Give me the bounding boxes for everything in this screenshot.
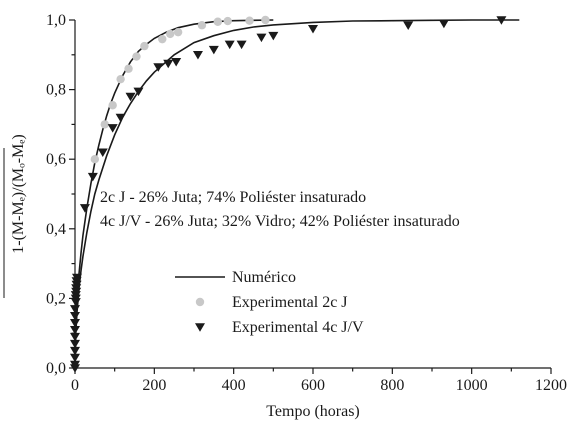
y-tick-label: 0,8 [46,82,66,99]
point-4cjv [70,319,80,328]
x-axis-title: Tempo (horas) [266,403,360,420]
x-tick-label: 800 [380,377,404,394]
point-4cjv [70,360,80,370]
point-4cjv [236,40,247,50]
series-line-numerico-2 [74,19,520,369]
point-4cjv [133,87,144,97]
point-2cj [116,74,125,84]
point-4cjv [403,21,414,30]
point-2cj [140,41,149,51]
x-tick-label: 400 [222,377,246,394]
point-4cjv [70,339,80,349]
annotation-2: 4c J/V - 26% Juta; 32% Vidro; 42% Poliés… [100,213,460,230]
point-4cjv [87,172,98,182]
x-tick-label: 0 [71,377,79,394]
point-2cj [197,21,207,30]
legend: Numérico Experimental 2c J Experimental 4c… [175,269,364,336]
point-2cj [108,101,117,110]
point-4cjv [97,148,108,157]
legend-label: Experimental 4c J/V [232,319,364,336]
point-4cjv [268,31,279,41]
point-4cjv [256,33,267,43]
point-2cj [245,16,254,25]
point-4cjv [192,51,203,60]
plot-area [70,15,520,373]
y-tick-label: 0,2 [46,290,66,307]
y-tick-label: 0,4 [46,221,66,238]
point-2cj [132,52,141,61]
point-4cjv [70,353,80,363]
legend-swatch-4cjv [195,323,205,332]
point-2cj [261,15,270,25]
point-4cjv [208,45,219,55]
axes: 0 200 400 600 800 1000 1200 0,0 0,2 0,4 0,6 0,8 1,0 T… [3,12,567,420]
point-4cjv [70,346,80,356]
y-tick-label: 1,0 [46,12,66,29]
point-4cjv [70,325,80,335]
annotation-1: 2c J - 26% Juta; 74% Poliéster insaturad… [100,189,366,206]
point-2cj [90,155,100,164]
point-4cjv [79,204,90,213]
point-2cj [158,34,167,44]
point-4cjv [438,19,449,29]
x-tick-label: 600 [301,377,325,394]
point-4cjv [107,124,118,133]
y-tick-label: 0,6 [46,151,66,168]
point-4cjv [70,305,80,314]
y-tick-label: 0,0 [46,360,66,377]
point-4cjv [125,92,136,102]
point-4cjv [71,273,82,283]
annotations: 2c J - 26% Juta; 74% Poliéster insaturad… [100,189,460,230]
point-4cjv [308,24,318,34]
point-2cj [124,64,133,73]
point-2cj [213,17,222,26]
point-4cjv [70,332,80,342]
point-4cjv [224,40,235,50]
y-axis-title: 1-(M-Mₑ)/(Mₒ-Mₑ) [10,134,27,253]
point-4cjv [70,312,80,321]
x-tick-label: 200 [142,377,166,394]
point-2cj [173,27,183,37]
point-4cjv [171,58,182,67]
legend-label: Experimental 2c J [232,294,348,311]
legend-swatch-2cj [195,297,205,307]
point-2cj [100,120,109,129]
point-4cjv [496,16,507,25]
point-4cjv [163,59,174,69]
point-4cjv [115,113,126,123]
point-4cjv [153,63,164,72]
point-2cj [223,16,232,26]
legend-label: Numérico [232,269,296,286]
x-tick-label: 1200 [535,377,567,394]
point-2cj [166,29,175,39]
x-tick-label: 1000 [456,377,488,394]
